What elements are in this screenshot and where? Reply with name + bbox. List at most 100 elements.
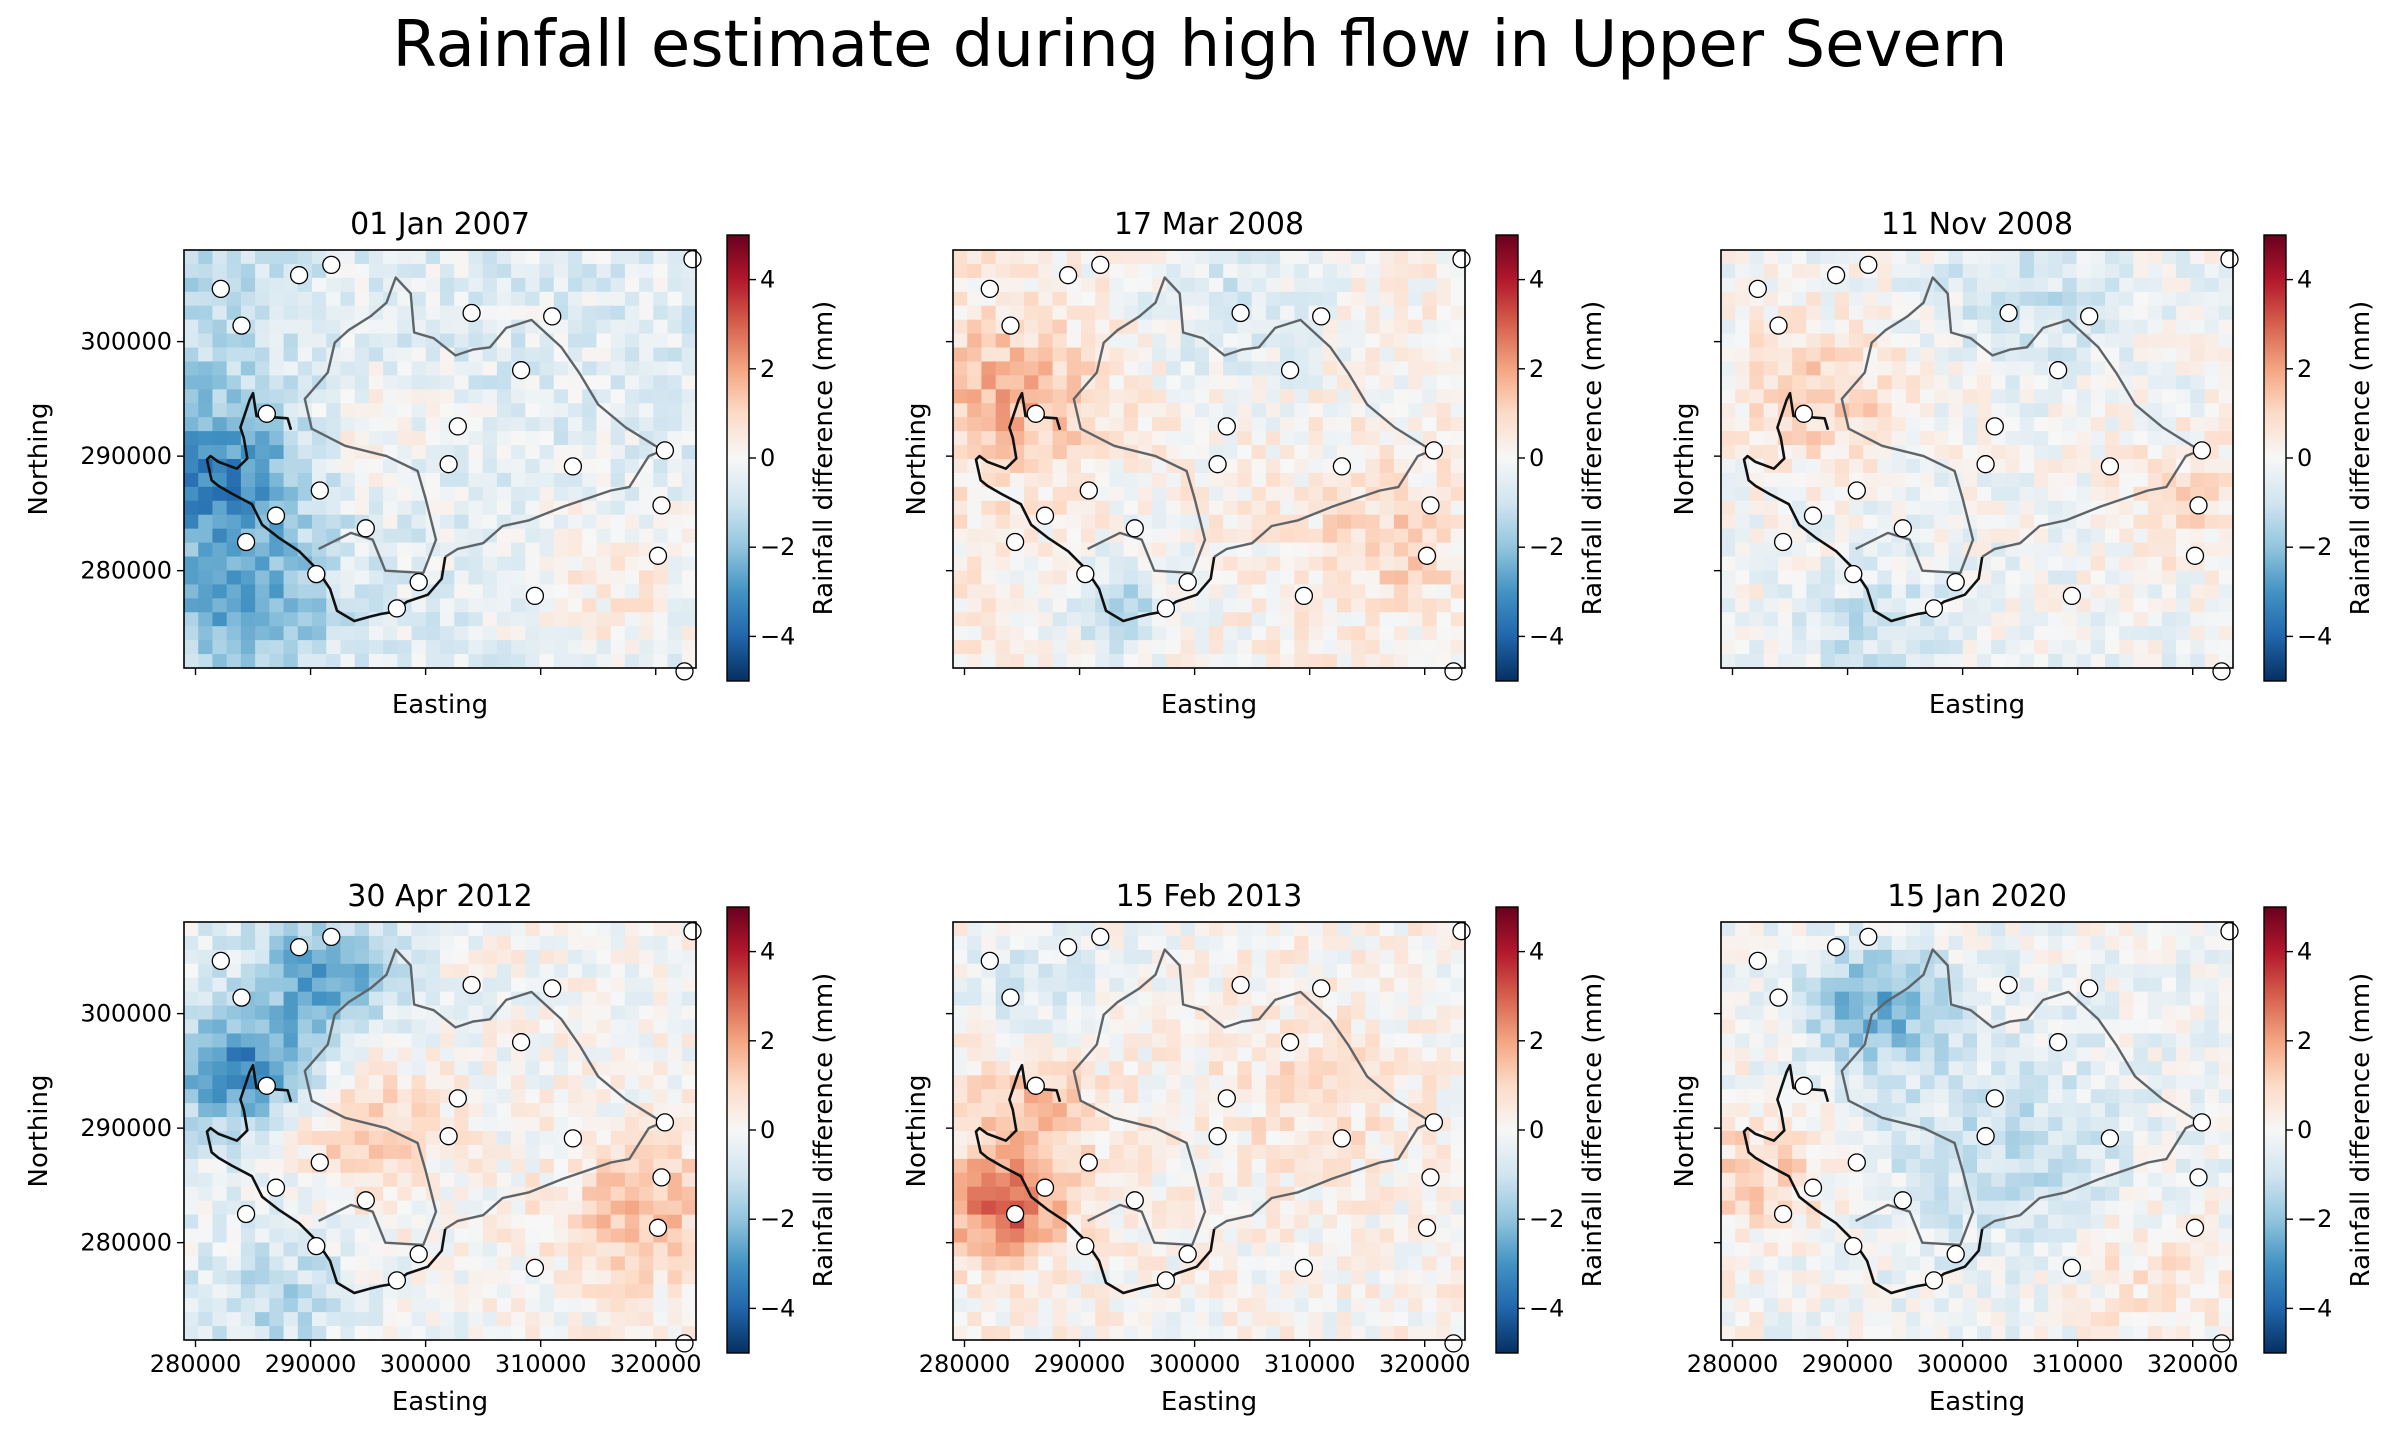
- heatmap-cell: [1095, 333, 1111, 349]
- heatmap-cell: [1223, 1047, 1239, 1062]
- heatmap-cell: [568, 1312, 583, 1327]
- heatmap-cell: [2005, 291, 2021, 307]
- heatmap-cell: [1052, 403, 1068, 418]
- heatmap-cell: [1351, 556, 1367, 572]
- heatmap-cell: [582, 570, 598, 585]
- heatmap-cell: [1095, 570, 1111, 585]
- heatmap-cell: [482, 1047, 498, 1062]
- heatmap-cell: [1265, 319, 1281, 335]
- heatmap-cell: [1735, 640, 1751, 655]
- heatmap-cell: [482, 431, 498, 446]
- heatmap-cell: [568, 1200, 583, 1216]
- heatmap-cell: [667, 935, 683, 951]
- heatmap-cell: [1038, 935, 1054, 951]
- heatmap-cell: [553, 250, 569, 265]
- heatmap-cell: [425, 1284, 441, 1299]
- heatmap-cell: [454, 963, 470, 979]
- heatmap-cell: [1877, 291, 1893, 307]
- heatmap-cell: [1905, 389, 1921, 404]
- heatmap-cell: [610, 1019, 626, 1035]
- heatmap-cell: [1948, 361, 1964, 376]
- heatmap-cell: [1209, 389, 1224, 404]
- heatmap-cell: [2090, 291, 2106, 307]
- heatmap-cell: [2048, 584, 2063, 599]
- heatmap-cell: [981, 250, 997, 265]
- heatmap-cell: [511, 277, 526, 293]
- heatmap-cell: [226, 1326, 242, 1341]
- heatmap-cell: [639, 1326, 654, 1341]
- heatmap-cell: [2218, 403, 2234, 418]
- heatmap-cell: [425, 1061, 441, 1076]
- heatmap-cell: [1820, 333, 1836, 349]
- heatmap-cell: [1735, 389, 1751, 404]
- heatmap-cell: [283, 1270, 299, 1285]
- heatmap-cell: [2076, 403, 2092, 418]
- heatmap-cell: [297, 431, 313, 446]
- heatmap-cell: [667, 1144, 683, 1160]
- heatmap-cell: [397, 584, 413, 599]
- heatmap-cell: [240, 486, 256, 502]
- heatmap-cell: [995, 584, 1011, 599]
- heatmap-cell: [212, 417, 228, 432]
- heatmap-cell: [639, 486, 654, 502]
- heatmap-cell: [667, 1005, 683, 1021]
- heatmap-cell: [568, 654, 583, 669]
- heatmap-cell: [269, 1242, 285, 1257]
- heatmap-cell: [568, 291, 583, 307]
- heatmap-cell: [995, 612, 1011, 627]
- heatmap-cell: [1450, 472, 1466, 488]
- heatmap-cell: [1834, 472, 1850, 488]
- heatmap-cell: [1450, 417, 1466, 432]
- heatmap-cell: [1920, 514, 1935, 530]
- heatmap-cell: [297, 472, 313, 488]
- heatmap-cell: [468, 486, 484, 502]
- heatmap-cell: [1365, 612, 1381, 627]
- heatmap-cell: [610, 584, 626, 599]
- heatmap-cell: [2062, 263, 2078, 279]
- heatmap-cell: [354, 250, 370, 265]
- gauge-station-marker: [1312, 307, 1331, 326]
- heatmap-cell: [667, 640, 683, 655]
- heatmap-cell: [2218, 417, 2234, 432]
- heatmap-cell: [1450, 291, 1466, 307]
- heatmap-cell: [1820, 598, 1836, 613]
- heatmap-cell: [1109, 431, 1125, 446]
- heatmap-cell: [667, 1172, 683, 1188]
- heatmap-cell: [368, 570, 384, 585]
- heatmap-cell: [568, 542, 583, 558]
- heatmap-cell: [1393, 291, 1409, 307]
- heatmap-cell: [1280, 277, 1295, 293]
- heatmap-cell: [1422, 584, 1438, 599]
- heatmap-cell: [1450, 389, 1466, 404]
- heatmap-cell: [1749, 445, 1765, 460]
- heatmap-cell: [1237, 445, 1253, 460]
- heatmap-cell: [953, 263, 968, 279]
- heatmap-cell: [454, 654, 470, 669]
- heatmap-cell: [198, 612, 214, 627]
- heatmap-cell: [653, 949, 669, 965]
- heatmap-cell: [1877, 556, 1893, 572]
- heatmap-cell: [468, 654, 484, 669]
- heatmap-cell: [1180, 991, 1196, 1007]
- heatmap-cell: [2033, 500, 2049, 516]
- heatmap-cell: [312, 1131, 327, 1146]
- heatmap-cell: [454, 584, 470, 599]
- heatmap-cell: [1152, 333, 1167, 349]
- heatmap-cell: [1180, 626, 1196, 641]
- river-channel: [1742, 391, 1984, 623]
- heatmap-cell: [198, 361, 214, 376]
- heatmap-cell: [553, 949, 569, 965]
- heatmap-cell: [1735, 333, 1751, 349]
- heatmap-cell: [1393, 1047, 1409, 1062]
- heatmap-cell: [198, 417, 214, 432]
- heatmap-cell: [1166, 500, 1182, 516]
- heatmap-cell: [269, 1214, 285, 1230]
- heatmap-cell: [1152, 305, 1167, 321]
- heatmap-cell: [184, 977, 199, 993]
- heatmap-cell: [340, 991, 356, 1007]
- heatmap-cell: [1863, 389, 1879, 404]
- heatmap-cell: [639, 445, 654, 460]
- heatmap-cell: [568, 305, 583, 321]
- colorbar-tick-label: 2: [760, 355, 775, 383]
